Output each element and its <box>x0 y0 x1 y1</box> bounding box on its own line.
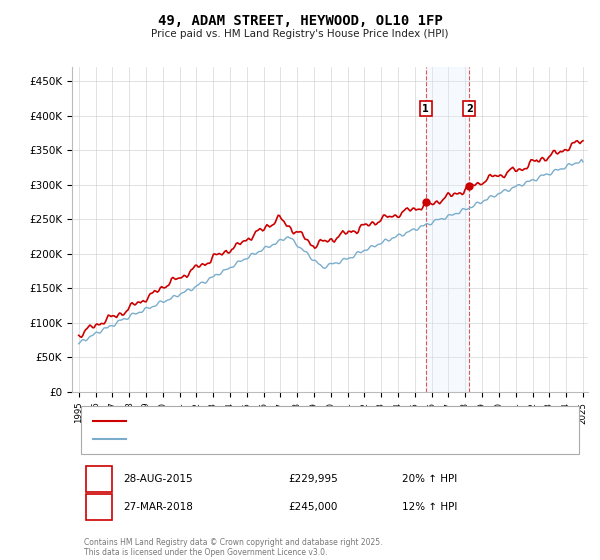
Text: 12% ↑ HPI: 12% ↑ HPI <box>402 502 457 512</box>
Text: Price paid vs. HM Land Registry's House Price Index (HPI): Price paid vs. HM Land Registry's House … <box>151 29 449 39</box>
Text: 1: 1 <box>95 474 103 484</box>
Text: Contains HM Land Registry data © Crown copyright and database right 2025.
This d: Contains HM Land Registry data © Crown c… <box>84 538 383 557</box>
Text: £229,995: £229,995 <box>288 474 338 484</box>
Text: 27-MAR-2018: 27-MAR-2018 <box>123 502 193 512</box>
Text: 1: 1 <box>422 104 429 114</box>
Text: 2: 2 <box>466 104 473 114</box>
Text: 49, ADAM STREET, HEYWOOD, OL10 1FP: 49, ADAM STREET, HEYWOOD, OL10 1FP <box>158 14 442 28</box>
Bar <box>426 67 469 392</box>
Text: 28-AUG-2015: 28-AUG-2015 <box>123 474 193 484</box>
Text: £245,000: £245,000 <box>288 502 337 512</box>
Text: HPI: Average price, detached house, Rochdale: HPI: Average price, detached house, Roch… <box>132 434 358 444</box>
Text: 49, ADAM STREET, HEYWOOD, OL10 1FP (detached house): 49, ADAM STREET, HEYWOOD, OL10 1FP (deta… <box>132 416 419 426</box>
Text: 2: 2 <box>95 502 103 512</box>
Text: 20% ↑ HPI: 20% ↑ HPI <box>402 474 457 484</box>
